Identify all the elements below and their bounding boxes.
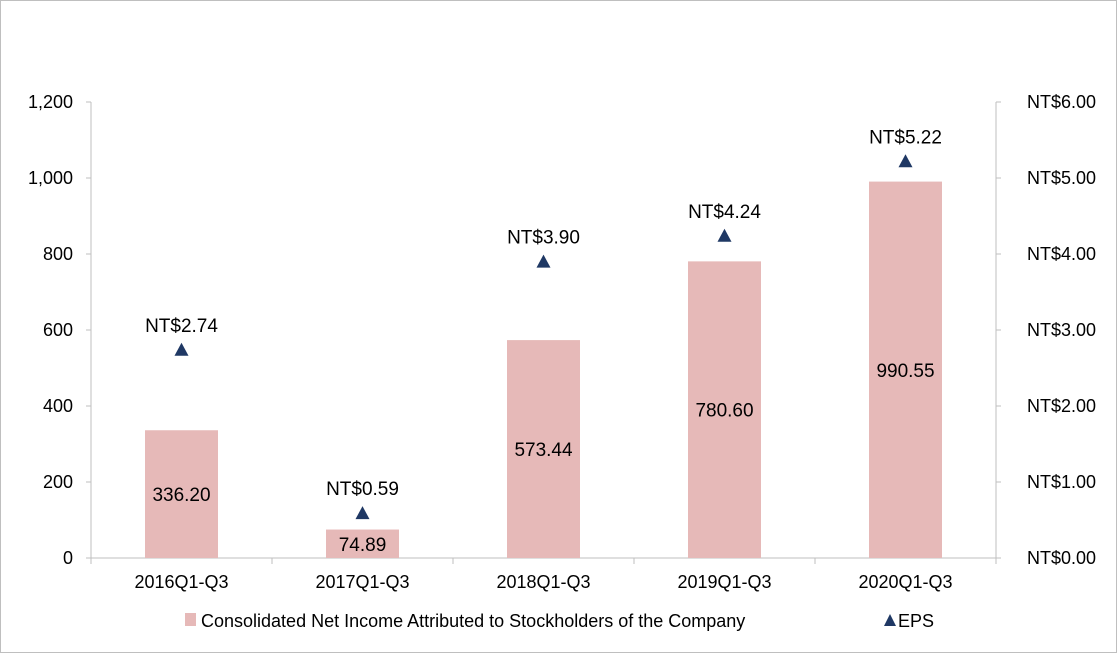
bar-series bbox=[145, 181, 942, 558]
right-axis-tick-label: NT$3.00 bbox=[1027, 320, 1096, 340]
legend-bar-label: Consolidated Net Income Attributed to St… bbox=[201, 611, 745, 631]
net-income-bar bbox=[145, 430, 218, 558]
right-axis-tick-label: NT$5.00 bbox=[1027, 168, 1096, 188]
eps-data-labels: NT$2.74 NT$0.59 NT$3.90 NT$4.24 NT$5.22 bbox=[145, 127, 942, 500]
net-income-bar bbox=[869, 181, 942, 558]
legend-eps-label: EPS bbox=[898, 611, 934, 631]
net-income-data-label: 336.20 bbox=[152, 485, 210, 506]
x-axis-tick-label: 2017Q1-Q3 bbox=[315, 572, 409, 592]
eps-data-label: NT$2.74 bbox=[145, 316, 218, 337]
left-axis-tick-label: 600 bbox=[43, 320, 73, 340]
eps-series bbox=[174, 154, 913, 520]
x-axis-tick-label: 2018Q1-Q3 bbox=[496, 572, 590, 592]
right-axis-tick-label: NT$2.00 bbox=[1027, 396, 1096, 416]
net-income-bar bbox=[507, 340, 580, 558]
axes: 0 200 400 600 800 1,000 1,200 NT$0.00 NT$1.00 NT$… bbox=[28, 92, 1096, 592]
right-axis-tick-label: NT$0.00 bbox=[1027, 548, 1096, 568]
eps-marker-triangle-icon bbox=[717, 228, 732, 242]
net-income-bar bbox=[326, 529, 399, 558]
left-axis-tick-label: 1,000 bbox=[28, 168, 73, 188]
eps-data-label: NT$3.90 bbox=[507, 228, 580, 249]
right-axis-tick-label: NT$6.00 bbox=[1027, 92, 1096, 112]
net-income-bar bbox=[688, 261, 761, 558]
eps-marker-triangle-icon bbox=[174, 342, 189, 356]
net-income-data-label: 573.44 bbox=[514, 440, 573, 461]
right-axis-tick-label: NT$4.00 bbox=[1027, 244, 1096, 264]
eps-data-label: NT$5.22 bbox=[869, 127, 942, 148]
eps-marker-triangle-icon bbox=[355, 506, 370, 520]
legend-bar-swatch bbox=[185, 613, 196, 626]
left-axis-tick-label: 400 bbox=[43, 396, 73, 416]
left-axis-tick-label: 1,200 bbox=[28, 92, 73, 112]
left-axis-tick-label: 200 bbox=[43, 472, 73, 492]
eps-marker-triangle-icon bbox=[536, 254, 551, 268]
x-axis-tick-label: 2019Q1-Q3 bbox=[677, 572, 771, 592]
bar-data-labels: 336.20 74.89 573.44 780.60 990.55 bbox=[152, 361, 934, 556]
net-income-data-label: 74.89 bbox=[339, 535, 387, 556]
net-income-data-label: 780.60 bbox=[695, 401, 753, 422]
eps-data-label: NT$4.24 bbox=[688, 202, 761, 223]
x-axis-tick-label: 2016Q1-Q3 bbox=[134, 572, 228, 592]
legend: Consolidated Net Income Attributed to St… bbox=[185, 611, 934, 631]
left-axis-tick-label: 0 bbox=[63, 548, 73, 568]
right-axis-tick-label: NT$1.00 bbox=[1027, 472, 1096, 492]
eps-data-label: NT$0.59 bbox=[326, 479, 399, 500]
net-income-data-label: 990.55 bbox=[876, 361, 934, 382]
legend-eps-triangle-icon bbox=[884, 614, 896, 626]
left-axis-tick-label: 800 bbox=[43, 244, 73, 264]
x-axis-tick-label: 2020Q1-Q3 bbox=[858, 572, 952, 592]
eps-marker-triangle-icon bbox=[898, 154, 913, 168]
